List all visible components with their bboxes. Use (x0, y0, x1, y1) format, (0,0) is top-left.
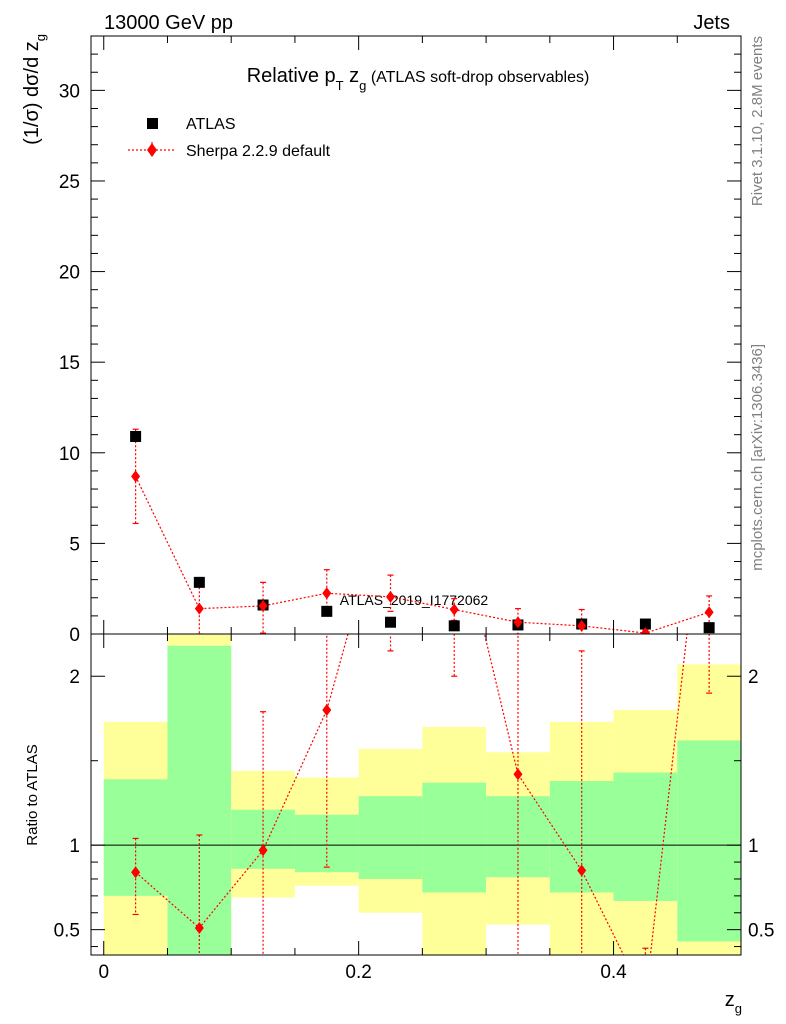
sherpa-point (449, 603, 459, 616)
ratio-plot-content (91, 434, 741, 1005)
uncertainty-band-inner (103, 779, 168, 896)
legend-sherpa-label: Sherpa 2.2.9 default (186, 143, 331, 160)
ratio-y-tick-label-right: 1 (748, 836, 759, 857)
process-label: Jets (693, 12, 730, 34)
uncertainty-band-inner (358, 796, 423, 879)
watermark-label: ATLAS_2019_I1772062 (340, 592, 489, 608)
ratio-point (322, 704, 332, 717)
main-y-tick-label: 25 (59, 172, 80, 193)
ratio-point (450, 501, 459, 513)
uncertainty-band-inner (677, 740, 741, 942)
main-y-axis-label: (1/σ) dσ/d zg (21, 34, 48, 145)
uncertainty-band-inner (294, 814, 359, 873)
legend-atlas-marker (147, 118, 158, 129)
atlas-point (448, 620, 460, 632)
ratio-panel-frame (90, 633, 742, 956)
mcplots-label: mcplots.cern.ch [arXiv:1306.3436] (749, 344, 766, 571)
main-y-tick-label: 0 (69, 625, 80, 646)
sherpa-point (513, 616, 523, 629)
sherpa-point (704, 606, 714, 619)
ratio-point (705, 434, 714, 446)
legend: ATLAS Sherpa 2.2.9 default (128, 116, 331, 160)
atlas-point (321, 605, 333, 617)
atlas-point (193, 576, 205, 588)
main-y-tick-label: 5 (69, 534, 80, 555)
atlas-point (703, 622, 715, 634)
sherpa-point (258, 599, 268, 612)
ratio-point (577, 864, 587, 877)
x-axis-label: zg (725, 989, 742, 1016)
plot-title: Relative pT zg (ATLAS soft-drop observab… (247, 65, 590, 93)
ratio-axis: 0.5 0.5 1 1 2 2 0 0.2 0.4 (54, 634, 774, 983)
uncertainty-band-inner (613, 772, 678, 901)
sherpa-point (577, 619, 587, 632)
rivet-info-label: Rivet 3.1.10, 2.8M events (749, 36, 766, 206)
legend-sherpa-marker (147, 143, 157, 157)
ratio-point (641, 993, 650, 1005)
ratio-y-tick-label: 2 (69, 667, 80, 688)
ratio-y-tick-label: 1 (69, 836, 80, 857)
atlas-point (639, 618, 651, 630)
ratio-point (194, 921, 204, 934)
main-y-tick-label: 20 (59, 263, 80, 284)
sherpa-point (640, 627, 650, 634)
main-panel: ATLAS_2019_I1772062 0 5 10 15 20 25 30 Relativ… (21, 34, 742, 646)
uncertainty-band-inner (422, 782, 487, 893)
sherpa-line (135, 476, 710, 634)
atlas-point (385, 616, 397, 628)
main-y-tick-label: 15 (59, 353, 80, 374)
x-tick-label: 0.2 (345, 962, 371, 983)
main-y-tick-label: 10 (59, 444, 80, 465)
legend-atlas-label: ATLAS (186, 116, 236, 133)
uncertainty-band-inner (231, 809, 295, 869)
ratio-y-axis-label: Ratio to ATLAS (24, 744, 41, 845)
ratio-point (131, 866, 141, 879)
atlas-point (130, 430, 142, 442)
ratio-panel: 0.5 0.5 1 1 2 2 0 0.2 0.4 Ratio to ATLAS zg (24, 434, 774, 1016)
main-axis: 0 5 10 15 20 25 30 (59, 35, 742, 646)
energy-label: 13000 GeV pp (104, 12, 233, 34)
ratio-point (386, 476, 395, 488)
sherpa-point (194, 602, 204, 615)
ratio-point (513, 768, 523, 781)
x-tick-label: 0 (98, 962, 109, 983)
sherpa-point (131, 470, 141, 483)
main-y-tick-label: 30 (59, 81, 80, 102)
ratio-y-tick-label: 0.5 (54, 921, 80, 942)
ratio-y-tick-label-right: 0.5 (748, 921, 774, 942)
ratio-y-tick-label-right: 2 (748, 667, 759, 688)
sherpa-point (386, 590, 396, 603)
ratio-point (258, 844, 268, 857)
x-tick-label: 0.4 (600, 962, 627, 983)
sherpa-point (322, 587, 332, 600)
main-plot-content: ATLAS_2019_I1772062 (130, 428, 715, 634)
